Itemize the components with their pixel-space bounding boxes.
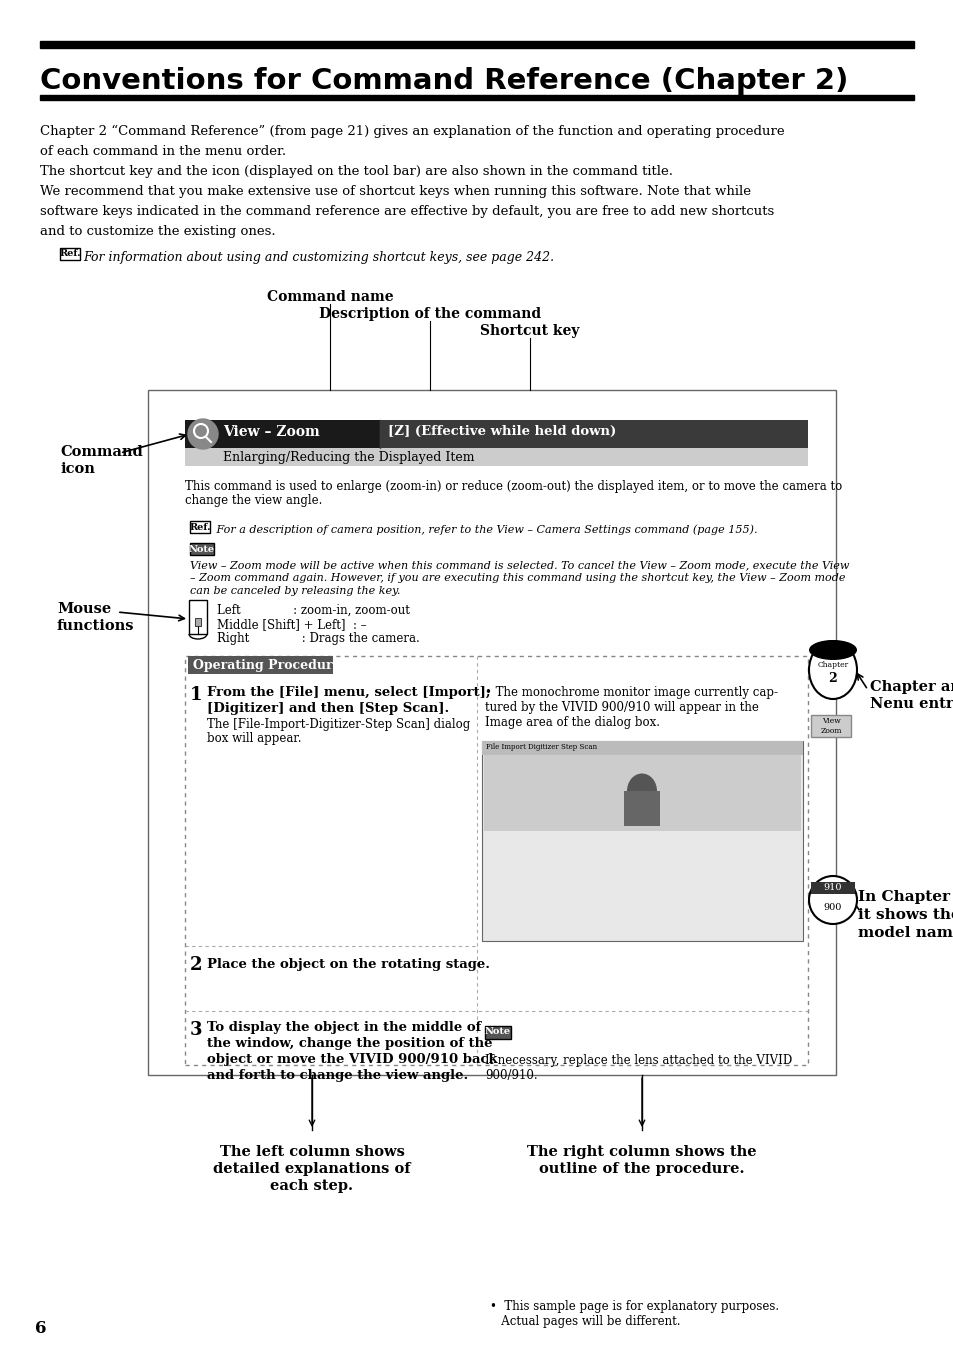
Text: Enlarging/Reducing the Displayed Item: Enlarging/Reducing the Displayed Item bbox=[223, 451, 474, 464]
Text: outline of the procedure.: outline of the procedure. bbox=[538, 1162, 744, 1176]
Text: 900: 900 bbox=[823, 903, 841, 913]
Text: The right column shows the: The right column shows the bbox=[527, 1145, 756, 1160]
Text: 910: 910 bbox=[822, 883, 841, 892]
Text: it shows the: it shows the bbox=[857, 909, 953, 922]
Text: Ref.: Ref. bbox=[189, 522, 211, 532]
Text: View – Zoom mode will be active when this command is selected. To cancel the Vie: View – Zoom mode will be active when thi… bbox=[190, 560, 848, 570]
Bar bbox=[189, 599, 207, 634]
Text: Conventions for Command Reference (Chapter 2): Conventions for Command Reference (Chapt… bbox=[40, 68, 847, 94]
Circle shape bbox=[188, 418, 218, 450]
Bar bbox=[60, 248, 80, 261]
Bar bbox=[40, 95, 913, 100]
Text: [Z] (Effective while held down): [Z] (Effective while held down) bbox=[388, 425, 616, 437]
Text: • The monochrome monitor image currently cap-: • The monochrome monitor image currently… bbox=[484, 686, 778, 699]
Text: can be canceled by releasing the key.: can be canceled by releasing the key. bbox=[190, 586, 400, 595]
Text: Note: Note bbox=[189, 544, 214, 554]
Text: of each command in the menu order.: of each command in the menu order. bbox=[40, 144, 286, 158]
Bar bbox=[483, 755, 801, 832]
Text: [Digitizer] and then [Step Scan].: [Digitizer] and then [Step Scan]. bbox=[207, 702, 449, 716]
Text: The shortcut key and the icon (displayed on the tool bar) are also shown in the : The shortcut key and the icon (displayed… bbox=[40, 165, 672, 178]
Text: Left              : zoom-in, zoom-out: Left : zoom-in, zoom-out bbox=[216, 603, 410, 617]
Text: Command name: Command name bbox=[267, 290, 393, 304]
Text: Description of the command: Description of the command bbox=[318, 306, 540, 321]
Bar bbox=[194, 618, 201, 626]
Text: detailed explanations of: detailed explanations of bbox=[213, 1162, 411, 1176]
Text: The left column shows: The left column shows bbox=[219, 1145, 404, 1160]
Text: functions: functions bbox=[57, 620, 134, 633]
Text: Right              : Drags the camera.: Right : Drags the camera. bbox=[216, 632, 419, 645]
Text: Mouse: Mouse bbox=[57, 602, 112, 616]
Text: – Zoom command again. However, if you are executing this command using the short: – Zoom command again. However, if you ar… bbox=[190, 572, 844, 583]
Text: We recommend that you make extensive use of shortcut keys when running this soft: We recommend that you make extensive use… bbox=[40, 185, 750, 198]
Text: Chapter and: Chapter and bbox=[869, 680, 953, 694]
Text: Note: Note bbox=[484, 1027, 511, 1037]
Text: Chapter: Chapter bbox=[817, 662, 847, 670]
Text: View – Zoom: View – Zoom bbox=[223, 425, 319, 439]
Text: In Chapter 2,: In Chapter 2, bbox=[857, 890, 953, 905]
Text: File Import Digitizer Step Scan: File Import Digitizer Step Scan bbox=[485, 743, 597, 751]
Text: View
Zoom: View Zoom bbox=[820, 717, 841, 734]
Text: For information about using and customizing shortcut keys, see page 242.: For information about using and customiz… bbox=[83, 251, 554, 265]
Text: 6: 6 bbox=[35, 1320, 47, 1336]
Text: Place the object on the rotating stage.: Place the object on the rotating stage. bbox=[207, 958, 490, 971]
Text: Ref.: Ref. bbox=[59, 250, 81, 258]
Text: Shortcut key: Shortcut key bbox=[479, 324, 579, 338]
Text: Image area of the dialog box.: Image area of the dialog box. bbox=[484, 716, 659, 729]
Text: and forth to change the view angle.: and forth to change the view angle. bbox=[207, 1069, 468, 1081]
Ellipse shape bbox=[808, 876, 856, 923]
Bar bbox=[481, 741, 802, 941]
Ellipse shape bbox=[808, 640, 856, 660]
Text: and to customize the existing ones.: and to customize the existing ones. bbox=[40, 225, 275, 238]
Text: object or move the VIVID 900/910 back: object or move the VIVID 900/910 back bbox=[207, 1053, 497, 1066]
Bar bbox=[188, 656, 333, 674]
Bar bbox=[810, 716, 850, 737]
Bar bbox=[484, 1026, 511, 1040]
Text: software keys indicated in the command reference are effective by default, you a: software keys indicated in the command r… bbox=[40, 205, 774, 217]
Text: icon: icon bbox=[60, 462, 94, 477]
Text: Command: Command bbox=[60, 446, 143, 459]
Text: For a description of camera position, refer to the View – Camera Settings comman: For a description of camera position, re… bbox=[213, 524, 757, 535]
Bar bbox=[185, 656, 807, 1065]
Bar bbox=[379, 420, 807, 448]
Text: This command is used to enlarge (zoom-in) or reduce (zoom-out) the displayed ite: This command is used to enlarge (zoom-in… bbox=[185, 481, 841, 493]
Text: Operating Procedure: Operating Procedure bbox=[193, 659, 340, 672]
Text: Middle [Shift] + Left]  : –: Middle [Shift] + Left] : – bbox=[216, 618, 366, 630]
Bar bbox=[40, 40, 913, 49]
Text: model name.: model name. bbox=[857, 926, 953, 940]
Bar bbox=[623, 791, 659, 826]
Text: 3: 3 bbox=[190, 1021, 202, 1040]
Bar bbox=[185, 448, 807, 466]
Ellipse shape bbox=[808, 641, 856, 699]
Ellipse shape bbox=[626, 774, 657, 809]
Bar bbox=[190, 521, 210, 533]
Text: 1: 1 bbox=[190, 686, 202, 703]
Text: 2: 2 bbox=[828, 671, 837, 684]
Text: Chapter 2 “Command Reference” (from page 21) gives an explanation of the functio: Chapter 2 “Command Reference” (from page… bbox=[40, 126, 783, 138]
Text: Nenu entry: Nenu entry bbox=[869, 697, 953, 711]
Text: If necessary, replace the lens attached to the VIVID: If necessary, replace the lens attached … bbox=[484, 1054, 791, 1067]
Text: tured by the VIVID 900/910 will appear in the: tured by the VIVID 900/910 will appear i… bbox=[484, 701, 758, 714]
Bar bbox=[810, 882, 854, 894]
Text: box will appear.: box will appear. bbox=[207, 732, 301, 745]
Text: 900/910.: 900/910. bbox=[484, 1069, 537, 1081]
Text: change the view angle.: change the view angle. bbox=[185, 494, 322, 508]
Text: From the [File] menu, select [Import],: From the [File] menu, select [Import], bbox=[207, 686, 490, 699]
Text: The [File-Import-Digitizer-Step Scan] dialog: The [File-Import-Digitizer-Step Scan] di… bbox=[207, 718, 470, 730]
Text: each step.: each step. bbox=[271, 1179, 354, 1193]
Text: 2: 2 bbox=[190, 956, 202, 973]
Bar bbox=[185, 420, 807, 448]
Bar bbox=[148, 390, 835, 1075]
Text: To display the object in the middle of: To display the object in the middle of bbox=[207, 1021, 480, 1034]
Bar bbox=[190, 543, 213, 555]
Bar bbox=[481, 741, 802, 755]
Text: Actual pages will be different.: Actual pages will be different. bbox=[490, 1315, 679, 1328]
Text: •  This sample page is for explanatory purposes.: • This sample page is for explanatory pu… bbox=[490, 1300, 779, 1314]
Text: the window, change the position of the: the window, change the position of the bbox=[207, 1037, 492, 1050]
